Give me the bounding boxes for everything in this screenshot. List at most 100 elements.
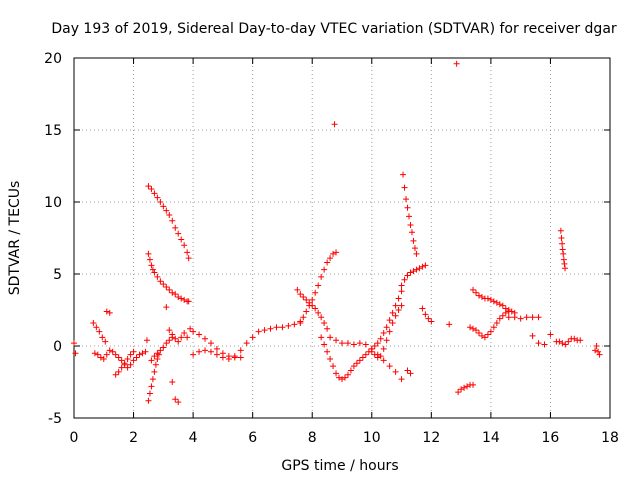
data-point bbox=[196, 348, 203, 355]
data-point bbox=[103, 308, 110, 315]
data-point bbox=[339, 376, 345, 383]
data-point bbox=[502, 305, 509, 312]
data-point bbox=[115, 368, 122, 375]
data-point bbox=[91, 350, 98, 357]
data-point bbox=[339, 340, 345, 347]
data-point bbox=[333, 337, 340, 344]
data-point bbox=[315, 282, 322, 289]
data-point bbox=[151, 269, 158, 276]
series-low-start bbox=[71, 340, 79, 357]
data-point bbox=[333, 249, 340, 256]
data-point bbox=[112, 371, 119, 378]
data-point bbox=[133, 354, 140, 361]
data-point bbox=[190, 351, 197, 358]
data-point bbox=[294, 286, 301, 293]
data-point bbox=[312, 305, 319, 312]
data-point bbox=[115, 354, 122, 361]
data-point bbox=[407, 269, 414, 276]
data-point bbox=[493, 299, 500, 306]
data-point bbox=[458, 386, 465, 393]
data-point bbox=[344, 371, 351, 378]
data-point bbox=[145, 250, 152, 257]
data-point bbox=[380, 357, 387, 364]
data-point bbox=[371, 343, 378, 349]
data-point bbox=[148, 383, 155, 390]
tick-layer: 0 2 4 6 8 10 12 14 16 18 -5 0 5 10 15 20 bbox=[44, 51, 619, 446]
data-point bbox=[529, 314, 536, 321]
data-point bbox=[453, 60, 460, 67]
data-point bbox=[386, 317, 393, 324]
series-arc-t bbox=[446, 308, 512, 341]
y-tick-label: 15 bbox=[44, 123, 62, 139]
data-point bbox=[130, 348, 137, 355]
data-point bbox=[395, 295, 402, 302]
series-arc-b bbox=[91, 347, 149, 371]
data-point bbox=[392, 368, 399, 375]
data-point bbox=[505, 314, 512, 321]
data-point bbox=[148, 357, 155, 364]
data-point bbox=[470, 381, 477, 388]
data-point bbox=[419, 263, 426, 270]
data-point bbox=[331, 121, 338, 128]
data-point bbox=[478, 332, 485, 339]
data-point bbox=[163, 207, 170, 214]
data-point bbox=[541, 341, 548, 348]
series-bottom-f bbox=[148, 334, 176, 364]
data-point bbox=[321, 341, 328, 348]
data-point bbox=[169, 289, 176, 296]
x-tick-label: 10 bbox=[363, 430, 381, 446]
data-point bbox=[157, 199, 164, 205]
data-point bbox=[327, 255, 334, 262]
data-point bbox=[148, 186, 155, 193]
data-point bbox=[383, 324, 390, 331]
data-point bbox=[154, 355, 161, 362]
data-point bbox=[422, 262, 429, 269]
data-point bbox=[404, 367, 411, 374]
data-point bbox=[392, 312, 399, 319]
data-point bbox=[475, 292, 482, 299]
data-point bbox=[181, 296, 188, 303]
data-point bbox=[148, 262, 155, 269]
series-arc-i bbox=[190, 319, 304, 362]
data-point bbox=[400, 171, 407, 178]
data-point bbox=[461, 384, 468, 391]
data-point bbox=[377, 353, 384, 360]
data-point bbox=[106, 309, 113, 316]
data-point bbox=[93, 324, 100, 331]
data-point bbox=[297, 291, 304, 298]
data-point bbox=[596, 351, 603, 358]
data-point bbox=[473, 327, 479, 334]
data-point bbox=[185, 255, 192, 262]
y-tick-label: -5 bbox=[48, 411, 62, 427]
data-point bbox=[166, 211, 173, 218]
data-point bbox=[571, 335, 578, 342]
data-point bbox=[561, 260, 568, 267]
data-point bbox=[169, 217, 176, 224]
data-point bbox=[523, 314, 530, 321]
x-tick-label: 8 bbox=[308, 430, 317, 446]
data-point bbox=[496, 315, 503, 322]
series-tail-x bbox=[556, 335, 584, 348]
data-point bbox=[149, 376, 156, 383]
series-arc-k bbox=[294, 286, 331, 332]
data-point bbox=[72, 350, 79, 357]
data-point bbox=[380, 330, 387, 337]
data-point bbox=[559, 240, 566, 247]
data-point bbox=[383, 337, 390, 344]
data-point bbox=[353, 360, 360, 367]
data-point bbox=[172, 396, 179, 403]
data-point bbox=[404, 204, 411, 211]
data-point bbox=[362, 341, 369, 348]
series-decay-d bbox=[145, 250, 192, 305]
data-point bbox=[309, 302, 316, 309]
data-point bbox=[401, 184, 408, 191]
y-tick-label: 5 bbox=[53, 267, 62, 283]
data-point bbox=[410, 237, 417, 244]
plot-frame bbox=[73, 57, 611, 419]
y-tick-label: 20 bbox=[44, 51, 62, 67]
data-point bbox=[413, 250, 420, 257]
data-point bbox=[487, 296, 494, 303]
data-point bbox=[184, 334, 191, 341]
data-point bbox=[374, 340, 381, 347]
data-point bbox=[279, 324, 286, 331]
